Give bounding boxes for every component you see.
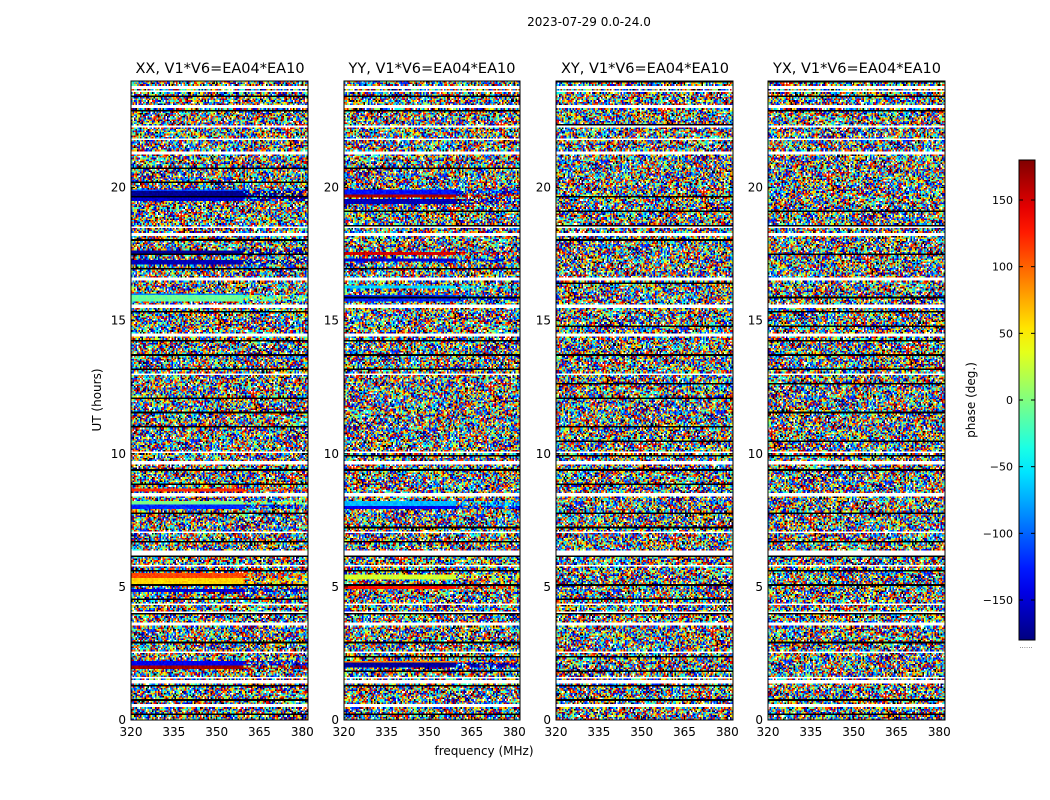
y-tick-label: 20: [536, 181, 551, 195]
x-tick-label: 380: [928, 725, 951, 739]
x-tick-label: 350: [842, 725, 865, 739]
x-axis-label: frequency (MHz): [434, 744, 533, 758]
x-tick-label: 380: [503, 725, 526, 739]
y-ticks: 0 5 10 15 20: [536, 181, 733, 727]
y-tick-label: 5: [331, 580, 339, 594]
x-tick-label: 320: [545, 725, 568, 739]
y-tick-label: 0: [543, 713, 551, 727]
y-ticks: 0 5 10 15 20: [324, 181, 520, 727]
y-axis-label: UT (hours): [90, 368, 104, 431]
colorbar-tick-label: 0: [1006, 394, 1013, 407]
y-tick-label: 15: [324, 314, 339, 328]
y-tick-label: 20: [111, 181, 126, 195]
y-tick-label: 5: [118, 580, 126, 594]
panel-heatmap: [131, 81, 308, 720]
colorbar-ticks: 150 100 50 0 −50 −100 −150: [983, 194, 1035, 607]
y-tick-label: 10: [324, 447, 339, 461]
x-ticks: 320 335 350 365 380: [120, 81, 314, 739]
x-tick-label: 350: [418, 725, 441, 739]
panel-title: YX, V1*V6=EA04*EA10: [772, 61, 941, 77]
panel-xy: XY, V1*V6=EA04*EA10 320 335 350 365 380 0 5 10…: [536, 61, 739, 739]
y-tick-label: 0: [755, 713, 763, 727]
x-tick-label: 365: [885, 725, 908, 739]
y-tick-label: 5: [755, 580, 763, 594]
x-tick-label: 365: [460, 725, 483, 739]
panel-frame: [767, 80, 946, 721]
x-tick-label: 335: [587, 725, 610, 739]
x-tick-label: 335: [162, 725, 185, 739]
y-tick-label: 10: [111, 447, 126, 461]
x-tick-label: 320: [333, 725, 356, 739]
panel-yx: YX, V1*V6=EA04*EA10 320 335 350 365 380 0 5 10…: [748, 61, 951, 739]
panel-heatmap: [344, 81, 520, 720]
y-tick-label: 15: [111, 314, 126, 328]
colorbar-tick-label: −50: [990, 461, 1013, 474]
panel-title: YY, V1*V6=EA04*EA10: [348, 61, 516, 77]
panel-title: XX, V1*V6=EA04*EA10: [135, 61, 304, 77]
panel-frame: [343, 80, 521, 721]
y-tick-label: 0: [331, 713, 339, 727]
colorbar-tick-label: 50: [999, 327, 1013, 340]
panel-heatmap: [556, 81, 733, 720]
y-tick-label: 20: [748, 181, 763, 195]
x-tick-label: 320: [120, 725, 143, 739]
y-tick-label: 15: [748, 314, 763, 328]
colorbar-tick-label: −150: [983, 594, 1013, 607]
x-ticks: 320 335 350 365 380: [545, 81, 739, 739]
x-tick-label: 365: [673, 725, 696, 739]
panel-frame: [555, 80, 734, 721]
x-tick-label: 320: [757, 725, 780, 739]
colorbar-tick-label: 100: [992, 261, 1013, 274]
x-ticks: 320 335 350 365 380: [757, 81, 951, 739]
y-tick-label: 5: [543, 580, 551, 594]
y-tick-label: 15: [536, 314, 551, 328]
x-tick-label: 335: [375, 725, 398, 739]
y-tick-label: 10: [536, 447, 551, 461]
y-tick-label: 0: [118, 713, 126, 727]
x-tick-label: 350: [205, 725, 228, 739]
panel-xx: XX, V1*V6=EA04*EA10 320 335 350 365 380 0 5 10…: [111, 61, 314, 739]
colorbar-footer: ......: [1019, 642, 1032, 650]
x-tick-label: 380: [716, 725, 739, 739]
x-tick-label: 335: [799, 725, 822, 739]
panel-title: XY, V1*V6=EA04*EA10: [561, 61, 729, 77]
panel-frame: [130, 80, 309, 721]
panel-yy: YY, V1*V6=EA04*EA10 320 335 350 365 380 0 5 10…: [324, 61, 526, 739]
x-tick-label: 365: [248, 725, 271, 739]
y-tick-label: 10: [748, 447, 763, 461]
panel-heatmap: [768, 81, 945, 720]
y-tick-label: 20: [324, 181, 339, 195]
colorbar-tick-label: −100: [983, 527, 1013, 540]
colorbar-tick-label: 150: [992, 194, 1013, 207]
x-tick-label: 380: [291, 725, 314, 739]
y-ticks: 0 5 10 15 20: [111, 181, 308, 727]
y-ticks: 0 5 10 15 20: [748, 181, 945, 727]
x-ticks: 320 335 350 365 380: [333, 81, 526, 739]
colorbar: 150 100 50 0 −50 −100 −150 phase (deg.) ......: [964, 159, 1036, 650]
figure-suptitle: 2023-07-29 0.0-24.0: [527, 15, 651, 29]
colorbar-label: phase (deg.): [964, 362, 978, 438]
x-tick-label: 350: [630, 725, 653, 739]
